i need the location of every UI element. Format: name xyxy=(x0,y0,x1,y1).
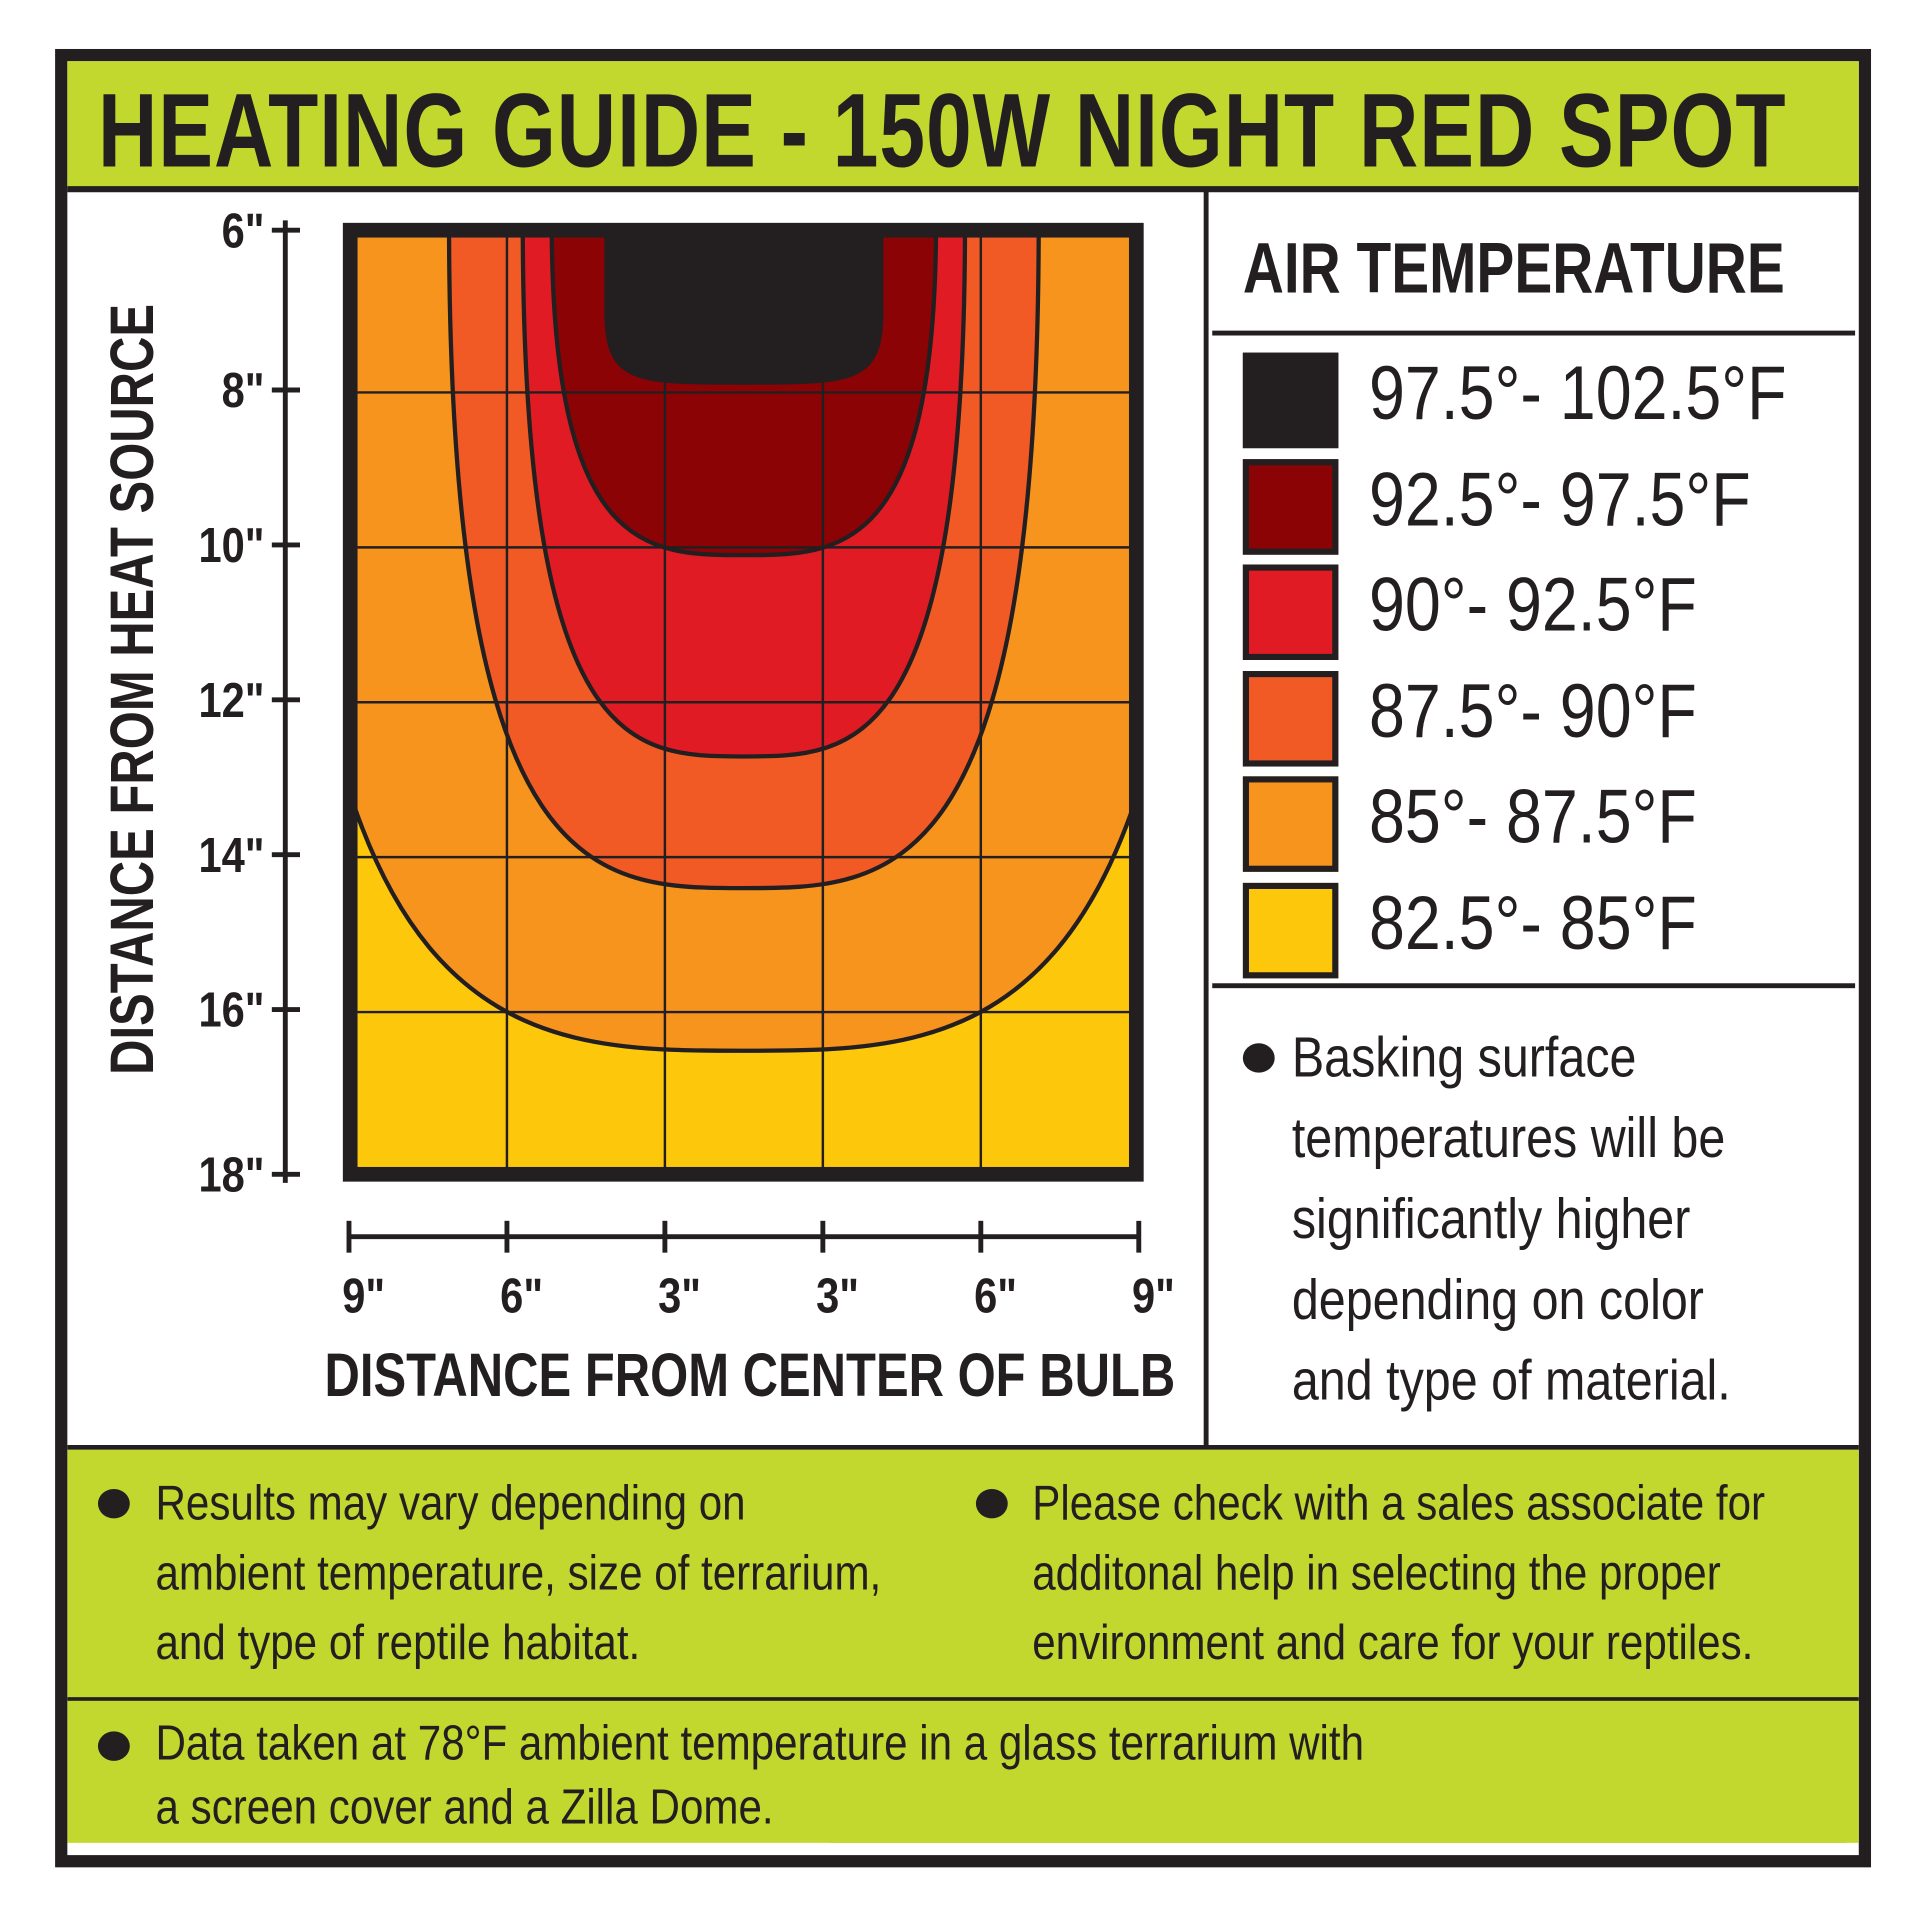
note-line: additonal help in selecting the proper xyxy=(1032,1546,1721,1601)
legend-divider-bottom xyxy=(1212,983,1856,989)
legend-label-text: 92.5°- 97.5°F xyxy=(1368,457,1751,542)
legend-label-text: 85°- 87.5°F xyxy=(1368,775,1697,860)
results-note: Results may vary depending on ambient te… xyxy=(156,1469,1000,1678)
basking-note: Basking surface temperatures will be sig… xyxy=(1292,1016,1802,1420)
note-line: Basking surface xyxy=(1291,1024,1637,1089)
x-tick-label: 3" xyxy=(658,1268,701,1323)
page-title-text: HEATING GUIDE - 150W NIGHT RED SPOT xyxy=(97,72,1787,190)
legend-swatch xyxy=(1242,564,1339,661)
x-axis-title: DISTANCE FROM CENTER OF BULB xyxy=(324,1340,1387,1411)
x-axis-title-text: DISTANCE FROM CENTER OF BULB xyxy=(324,1340,1176,1410)
bullet-icon xyxy=(975,1488,1008,1519)
y-tick-label: 6" xyxy=(222,203,265,258)
x-tick-label: 3" xyxy=(816,1268,859,1323)
heat-bands xyxy=(357,237,1129,1167)
x-tick-label: 6" xyxy=(500,1268,543,1323)
contour-90 xyxy=(520,237,968,759)
note-line: Data taken at 78°F ambient temperature i… xyxy=(155,1716,1365,1771)
legend-label: 85°- 87.5°F xyxy=(1369,774,1755,861)
contour-87.5 xyxy=(446,237,1041,891)
x-tick-label: 9" xyxy=(1132,1268,1175,1323)
y-tick-label: 18" xyxy=(198,1147,264,1202)
legend-label-text: 87.5°- 90°F xyxy=(1368,669,1697,754)
note-line: and type of reptile habitat. xyxy=(155,1616,641,1671)
bullet-icon xyxy=(1242,1043,1275,1073)
legend-title-text: AIR TEMPERATURE xyxy=(1242,228,1785,309)
note-line: environment and care for your reptiles. xyxy=(1032,1616,1754,1671)
legend-swatch xyxy=(1242,458,1339,555)
y-tick-label: 8" xyxy=(222,363,265,418)
note-line: Results may vary depending on xyxy=(155,1476,746,1531)
legend-label: 92.5°- 97.5°F xyxy=(1369,456,1818,543)
x-tick-label: 9" xyxy=(342,1268,385,1323)
legend-label-text: 90°- 92.5°F xyxy=(1368,563,1697,648)
band-97.5°- 102.5°F xyxy=(604,237,884,385)
contour-92.5 xyxy=(549,237,938,558)
notes-panel xyxy=(67,1449,1859,1843)
notes-divider xyxy=(67,1697,1859,1701)
y-tick-label: 10" xyxy=(198,518,264,573)
bottom-divider-top xyxy=(67,1444,1859,1450)
note-line: ambient temperature, size of terrarium, xyxy=(155,1546,882,1601)
y-axis: 6" 8" 10" 12" 14" 16" 18" xyxy=(198,203,301,1202)
data-conditions-note: Data taken at 78°F ambient temperature i… xyxy=(156,1712,1561,1839)
legend-swatch xyxy=(1242,352,1339,449)
legend-divider-top xyxy=(1212,330,1856,336)
sales-associate-note: Please check with a sales associate for … xyxy=(1032,1469,1884,1678)
note-line: Please check with a sales associate for xyxy=(1032,1476,1766,1531)
bullet-icon xyxy=(97,1488,130,1519)
y-axis-title: DISTANCE FROM HEAT SOURCE xyxy=(97,208,168,1172)
legend-label-text: 97.5°- 102.5°F xyxy=(1368,351,1787,436)
y-tick-label: 12" xyxy=(198,673,264,728)
note-line: and type of material. xyxy=(1291,1348,1731,1412)
y-tick-label: 16" xyxy=(198,983,264,1038)
note-line: depending on color xyxy=(1291,1267,1704,1332)
x-axis: 9" 6" 3" 3" 6" 9" xyxy=(342,1220,1175,1323)
legend-label: 90°- 92.5°F xyxy=(1369,562,1755,649)
legend-title: AIR TEMPERATURE xyxy=(1243,228,1920,310)
legend-label: 87.5°- 90°F xyxy=(1369,668,1755,755)
panel-divider xyxy=(1203,189,1209,1448)
legend-swatch xyxy=(1242,670,1339,766)
y-axis-title-text: DISTANCE FROM HEAT SOURCE xyxy=(97,303,167,1075)
legend-label-text: 82.5°- 85°F xyxy=(1368,881,1697,966)
page-title: HEATING GUIDE - 150W NIGHT RED SPOT xyxy=(98,71,1920,192)
legend-label: 97.5°- 102.5°F xyxy=(1369,350,1860,437)
title-divider xyxy=(67,186,1859,193)
legend-swatch xyxy=(1242,776,1339,872)
plot-border xyxy=(342,222,1144,1182)
grid-lines xyxy=(357,237,1129,1167)
note-line: temperatures will be xyxy=(1291,1105,1726,1170)
note-line: a screen cover and a Zilla Dome. xyxy=(155,1780,774,1835)
legend-label: 82.5°- 85°F xyxy=(1369,880,1755,967)
title-bar xyxy=(67,61,1859,189)
contour-lines xyxy=(357,237,1129,1053)
contour-85 xyxy=(357,809,1129,1053)
bullet-icon xyxy=(97,1731,130,1761)
note-line: significantly higher xyxy=(1291,1186,1691,1251)
x-tick-label: 6" xyxy=(974,1268,1017,1323)
y-tick-label: 14" xyxy=(198,828,264,883)
legend-swatch xyxy=(1242,882,1339,978)
heat-chart: 6" 8" 10" 12" 14" 16" 18" 9" 6" 3" 3" 6" 9" xyxy=(198,203,1175,1323)
